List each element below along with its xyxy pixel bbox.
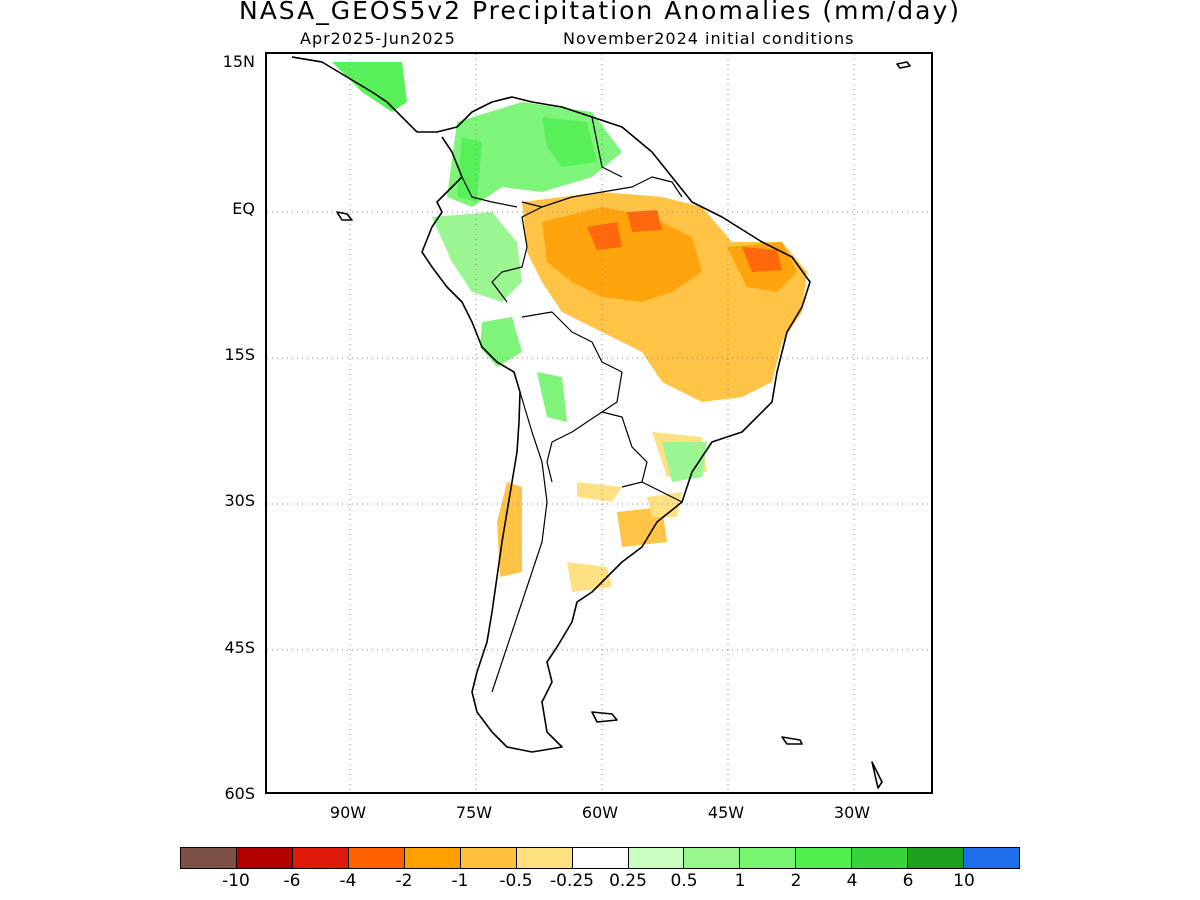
- legend-label: 10: [953, 871, 975, 891]
- y-tick-label-30s: 30S: [224, 491, 255, 510]
- y-tick-label-15n: 15N: [222, 52, 255, 71]
- x-tick-label-60w: 60W: [581, 803, 619, 822]
- y-tick-label-60s: 60S: [224, 784, 255, 803]
- x-tick-label-90w: 90W: [329, 803, 367, 822]
- legend-swatch: [348, 848, 405, 868]
- legend-swatch: [181, 848, 237, 868]
- color-legend-bar: [180, 847, 1020, 869]
- forecast-period: Apr2025-Jun2025: [300, 29, 456, 48]
- legend-swatch: [908, 848, 965, 868]
- legend-label: -0.5: [499, 871, 533, 891]
- legend-label: -2: [395, 871, 413, 891]
- legend-swatch: [852, 848, 909, 868]
- legend-label: 1: [734, 871, 746, 891]
- legend-swatch: [628, 848, 685, 868]
- initial-conditions-label: November2024 initial conditions: [563, 29, 855, 48]
- legend-swatch: [292, 848, 349, 868]
- legend-swatch: [236, 848, 293, 868]
- legend-swatch: [572, 848, 629, 868]
- map-title: NASA_GEOS5v2 Precipitation Anomalies (mm…: [239, 0, 961, 25]
- legend-label: 0.5: [670, 871, 698, 891]
- legend-label: -1: [451, 871, 469, 891]
- legend-label: 2: [790, 871, 802, 891]
- x-tick-label-75w: 75W: [455, 803, 493, 822]
- map-plot-area: [265, 52, 933, 794]
- precipitation-anomaly-map: [267, 54, 931, 792]
- map-gridlines: [267, 54, 931, 792]
- anomaly-shading: [332, 62, 807, 592]
- legend-label: -6: [283, 871, 301, 891]
- x-tick-label-30w: 30W: [833, 803, 871, 822]
- y-tick-label-15s: 15S: [224, 345, 255, 364]
- legend-swatch: [460, 848, 517, 868]
- legend-label: -0.25: [550, 871, 594, 891]
- legend-swatch: [796, 848, 853, 868]
- x-tick-label-45w: 45W: [707, 803, 745, 822]
- legend-swatch: [740, 848, 797, 868]
- legend-label: 0.25: [609, 871, 647, 891]
- legend-swatch: [684, 848, 741, 868]
- legend-swatch: [516, 848, 573, 868]
- legend-label: -10: [222, 871, 250, 891]
- y-tick-label-45s: 45S: [224, 638, 255, 657]
- y-tick-label-eq: EQ: [232, 199, 255, 218]
- legend-label: -4: [339, 871, 357, 891]
- legend-swatch: [964, 848, 1020, 868]
- legend-label: 6: [902, 871, 914, 891]
- legend-label: 4: [846, 871, 858, 891]
- legend-swatch: [404, 848, 461, 868]
- coastline: [291, 56, 911, 789]
